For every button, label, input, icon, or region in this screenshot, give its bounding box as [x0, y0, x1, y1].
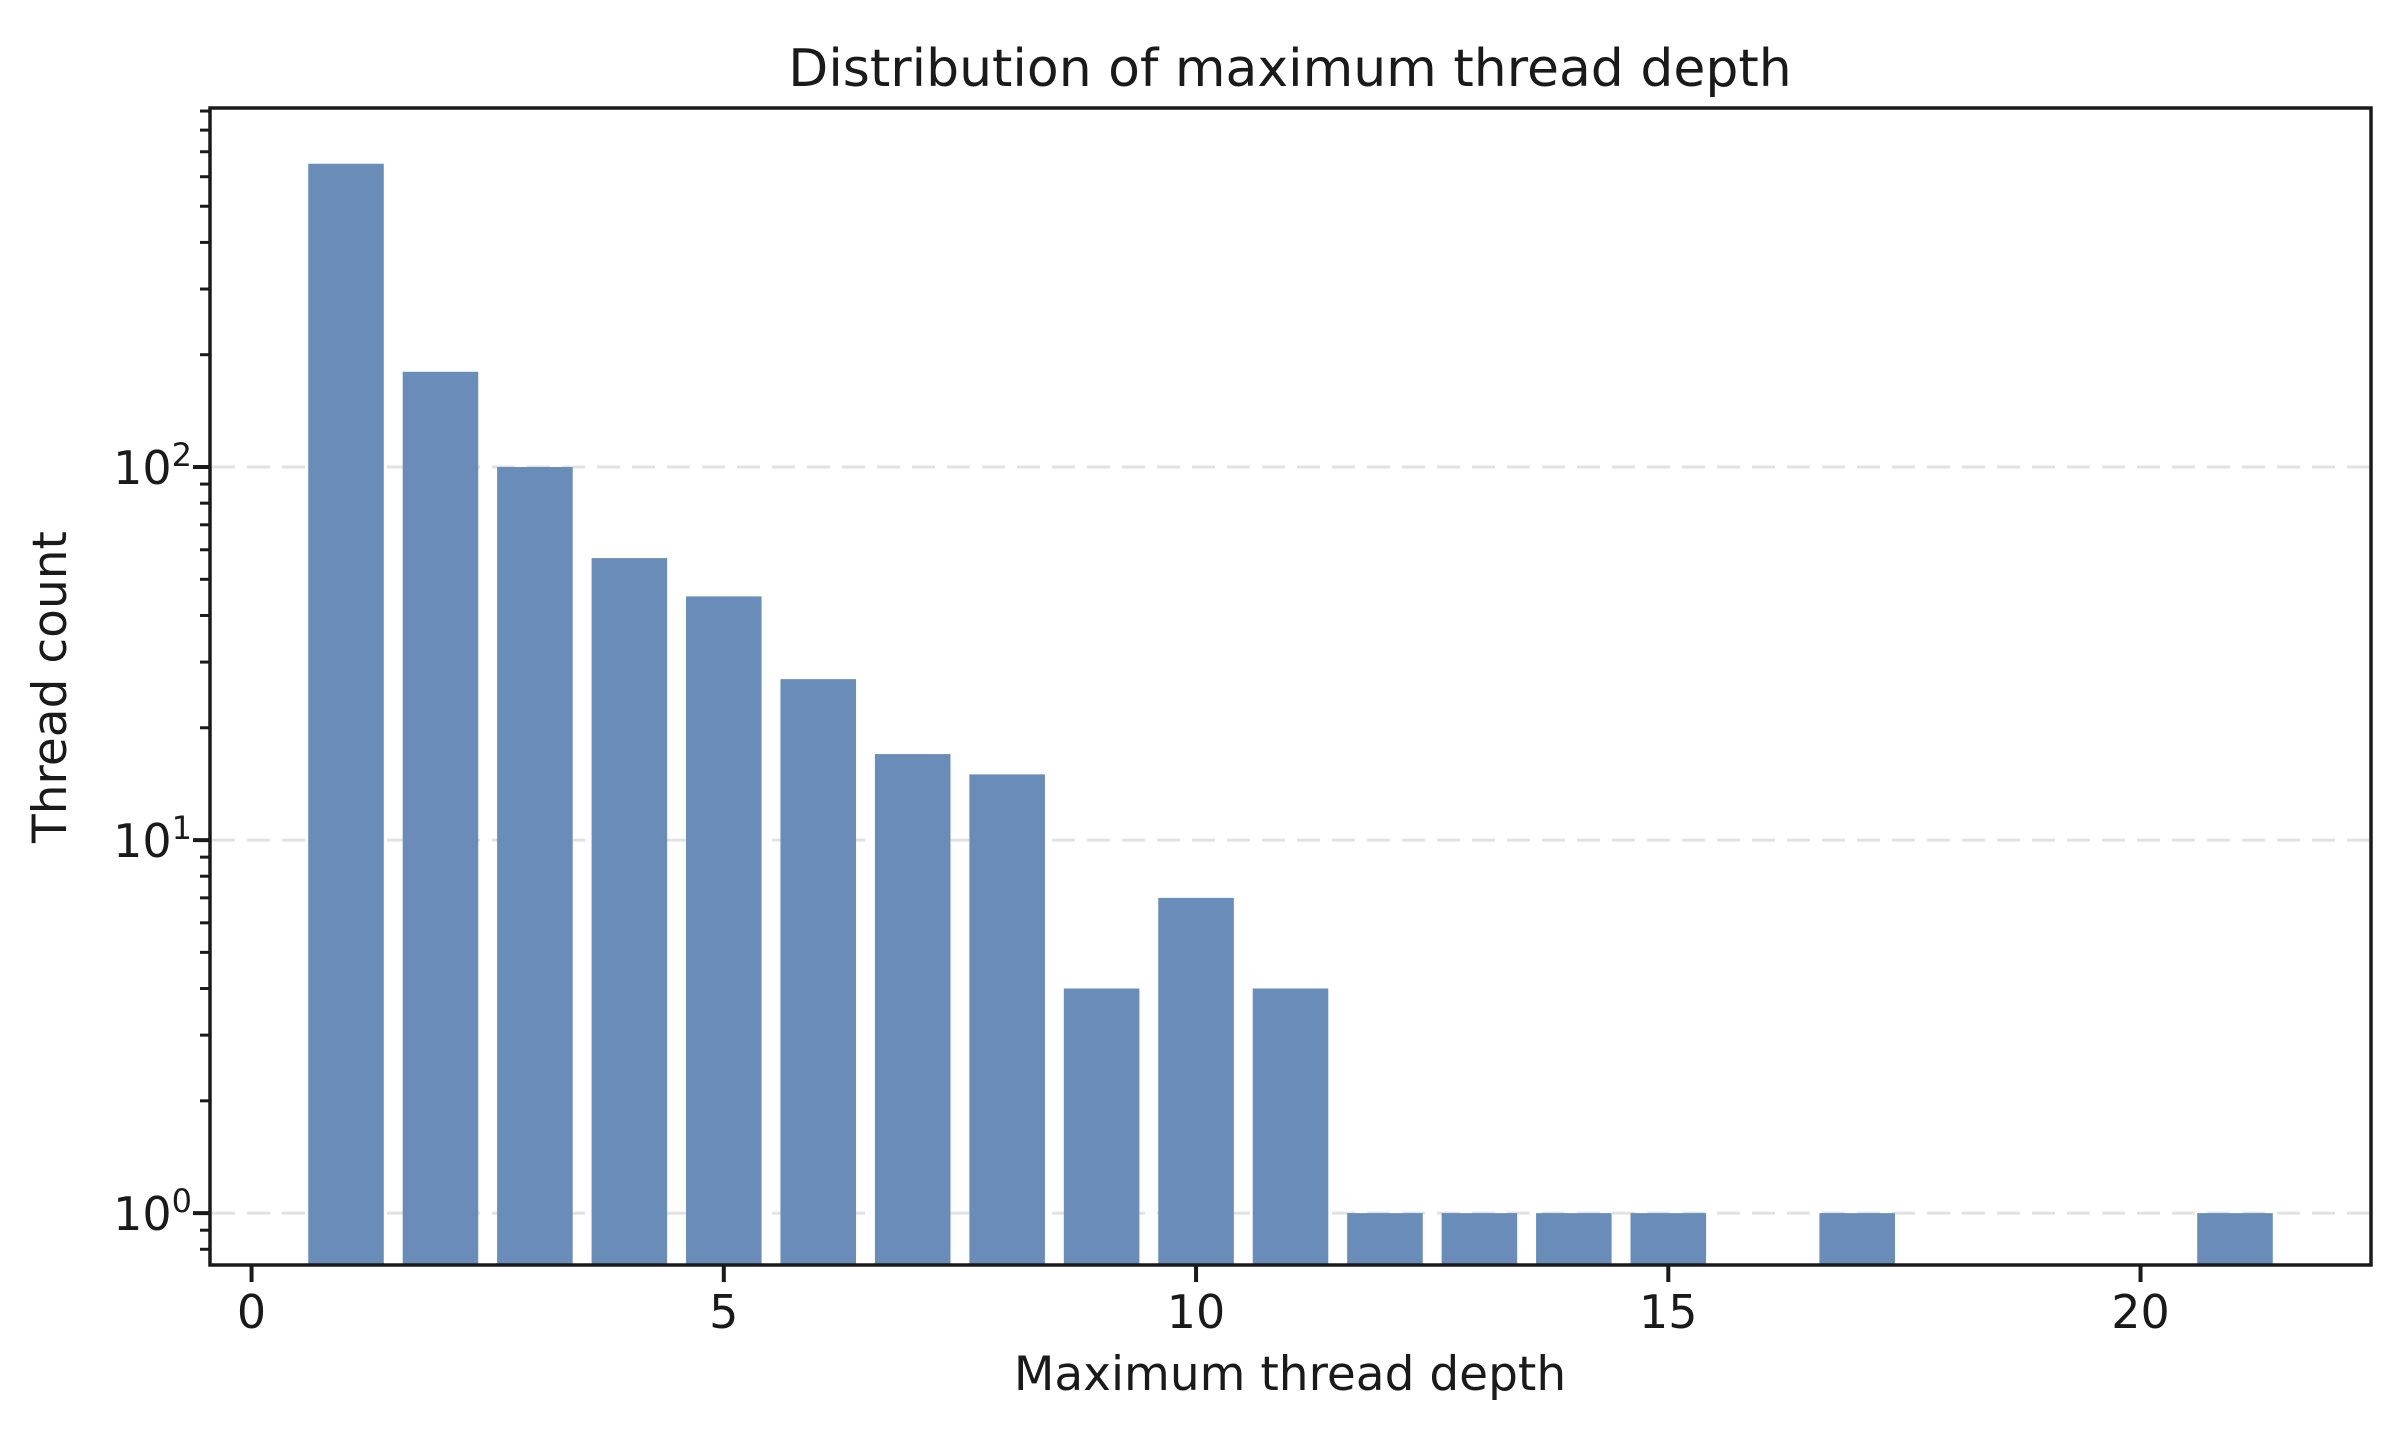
bar-depth-6	[780, 679, 857, 1265]
bar-depth-13	[1441, 1213, 1518, 1265]
bar-depth-1	[308, 163, 384, 1265]
x-axis-label: Maximum thread depth	[1014, 1347, 1566, 1402]
y-tick-label-10e2: 102	[113, 436, 192, 495]
bar-depth-9	[1063, 988, 1140, 1265]
tick-labels-group: 0 5 10 15 20 100 101 102	[113, 436, 2170, 1339]
bar-depth-3	[497, 467, 573, 1265]
y-tick-label-10e0: 100	[113, 1182, 192, 1241]
y-tick-label-10e1: 101	[113, 809, 192, 868]
bar-depth-10	[1158, 897, 1234, 1265]
bar-depth-15	[1630, 1213, 1707, 1265]
bar-depth-4	[591, 558, 668, 1265]
bar-depth-12	[1347, 1213, 1423, 1265]
bar-depth-7	[874, 754, 951, 1265]
bar-depth-8	[969, 774, 1045, 1265]
chart-title: Distribution of maximum thread depth	[788, 39, 1791, 99]
ticks-group	[193, 109, 2143, 1282]
bar-depth-11	[1252, 988, 1329, 1265]
bar-depth-2	[402, 371, 479, 1265]
y-axis-label: Thread count	[23, 531, 78, 844]
x-tick-label-5: 5	[709, 1285, 738, 1339]
x-tick-label-10: 10	[1167, 1285, 1226, 1339]
x-tick-label-0: 0	[237, 1285, 266, 1339]
x-tick-label-20: 20	[2111, 1285, 2170, 1339]
bars-group	[308, 163, 2273, 1265]
bar-depth-17	[1819, 1213, 1895, 1265]
bar-depth-14	[1536, 1213, 1612, 1265]
bar-depth-21	[2197, 1213, 2273, 1265]
x-tick-label-15: 15	[1639, 1285, 1698, 1339]
bar-depth-5	[686, 596, 762, 1265]
plot-frame	[208, 106, 2373, 1267]
